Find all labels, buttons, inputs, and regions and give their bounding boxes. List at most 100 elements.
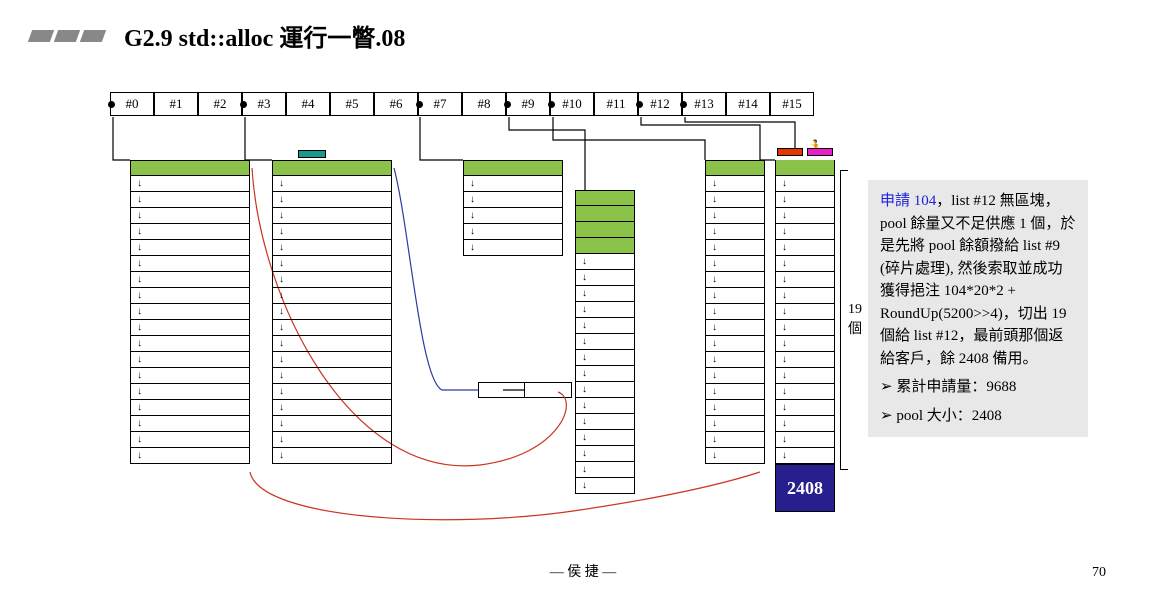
block: ↓ [130, 336, 250, 352]
block: ↓ [775, 432, 835, 448]
arrow-down-icon: ↓ [782, 226, 787, 237]
arrow-down-icon: ↓ [470, 242, 475, 253]
arrow-down-icon: ↓ [782, 322, 787, 333]
arrow-down-icon: ↓ [582, 464, 587, 475]
block: ↓ [463, 176, 563, 192]
empty-box [524, 382, 572, 398]
bucket-5: #5 [330, 92, 374, 116]
block: ↓ [705, 288, 765, 304]
block [575, 222, 635, 238]
bucket-2: #2 [198, 92, 242, 116]
arrow-down-icon: ↓ [712, 434, 717, 445]
arrow-down-icon: ↓ [782, 290, 787, 301]
block: ↓ [272, 400, 392, 416]
block: ↓ [575, 462, 635, 478]
arrow-down-icon: ↓ [582, 288, 587, 299]
block: ↓ [775, 224, 835, 240]
bucket-15: #15 [770, 92, 814, 116]
block: ↓ [705, 256, 765, 272]
block: ↓ [705, 384, 765, 400]
block: ↓ [130, 352, 250, 368]
stripe [28, 30, 54, 42]
block: ↓ [775, 368, 835, 384]
block: ↓ [272, 432, 392, 448]
block: ↓ [705, 272, 765, 288]
arrow-down-icon: ↓ [582, 416, 587, 427]
arrow-down-icon: ↓ [712, 306, 717, 317]
bucket-dot [636, 101, 643, 108]
block: ↓ [705, 240, 765, 256]
stripe [80, 30, 106, 42]
block: ↓ [775, 416, 835, 432]
bucket-1: #1 [154, 92, 198, 116]
arrow-down-icon: ↓ [137, 290, 142, 301]
arrow-down-icon: ↓ [279, 338, 284, 349]
block [272, 160, 392, 176]
block: ↓ [775, 256, 835, 272]
bucket-0: #0 [110, 92, 154, 116]
bucket-dot [548, 101, 555, 108]
arrow-down-icon: ↓ [712, 210, 717, 221]
block: ↓ [272, 224, 392, 240]
block: ↓ [130, 288, 250, 304]
block: ↓ [272, 192, 392, 208]
arrow-down-icon: ↓ [137, 258, 142, 269]
block: ↓ [130, 192, 250, 208]
block: ↓ [775, 336, 835, 352]
block: ↓ [463, 240, 563, 256]
arrow-down-icon: ↓ [712, 338, 717, 349]
page-number: 70 [1092, 565, 1106, 581]
block: ↓ [575, 286, 635, 302]
arrow-down-icon: ↓ [782, 354, 787, 365]
arrow-down-icon: ↓ [782, 242, 787, 253]
column-col10: ↓↓↓↓↓↓↓↓↓↓↓↓↓↓↓↓↓↓ [705, 160, 765, 464]
arrow-down-icon: ↓ [279, 434, 284, 445]
block: ↓ [130, 448, 250, 464]
arrow-down-icon: ↓ [582, 448, 587, 459]
arrow-down-icon: ↓ [470, 210, 475, 221]
bucket-13: #13 [682, 92, 726, 116]
column-col7: ↓↓↓↓↓ [463, 160, 563, 256]
block: ↓ [705, 304, 765, 320]
arrow-down-icon: ↓ [712, 386, 717, 397]
arrow-down-icon: ↓ [137, 354, 142, 365]
block: ↓ [463, 224, 563, 240]
block: ↓ [705, 336, 765, 352]
arrow-down-icon: ↓ [582, 432, 587, 443]
block: ↓ [705, 224, 765, 240]
arrow-down-icon: ↓ [582, 400, 587, 411]
block: ↓ [705, 352, 765, 368]
block [705, 160, 765, 176]
arrow-down-icon: ↓ [582, 384, 587, 395]
bucket-8: #8 [462, 92, 506, 116]
arrow-down-icon: ↓ [582, 320, 587, 331]
block: ↓ [575, 446, 635, 462]
block: ↓ [130, 208, 250, 224]
arrow-down-icon: ↓ [137, 434, 142, 445]
block: ↓ [775, 448, 835, 464]
arrow-down-icon: ↓ [582, 352, 587, 363]
block: ↓ [272, 368, 392, 384]
arrow-down-icon: ↓ [712, 418, 717, 429]
block: ↓ [575, 350, 635, 366]
bucket-list: #0#1#2#3#4#5#6#7#8#9#10#11#12#13#14#15 [110, 92, 814, 116]
block: ↓ [775, 400, 835, 416]
bucket-11: #11 [594, 92, 638, 116]
block: ↓ [463, 192, 563, 208]
arrow-down-icon: ↓ [279, 450, 284, 461]
bucket-dot [108, 101, 115, 108]
block: ↓ [775, 320, 835, 336]
block: ↓ [705, 192, 765, 208]
arrow-down-icon: ↓ [712, 450, 717, 461]
bucket-6: #6 [374, 92, 418, 116]
block: ↓ [272, 352, 392, 368]
arrow-down-icon: ↓ [712, 258, 717, 269]
block: ↓ [775, 384, 835, 400]
block: ↓ [775, 272, 835, 288]
block [575, 190, 635, 206]
block: ↓ [575, 302, 635, 318]
block: ↓ [705, 368, 765, 384]
block: ↓ [130, 304, 250, 320]
bucket-dot [240, 101, 247, 108]
block: ↓ [130, 256, 250, 272]
